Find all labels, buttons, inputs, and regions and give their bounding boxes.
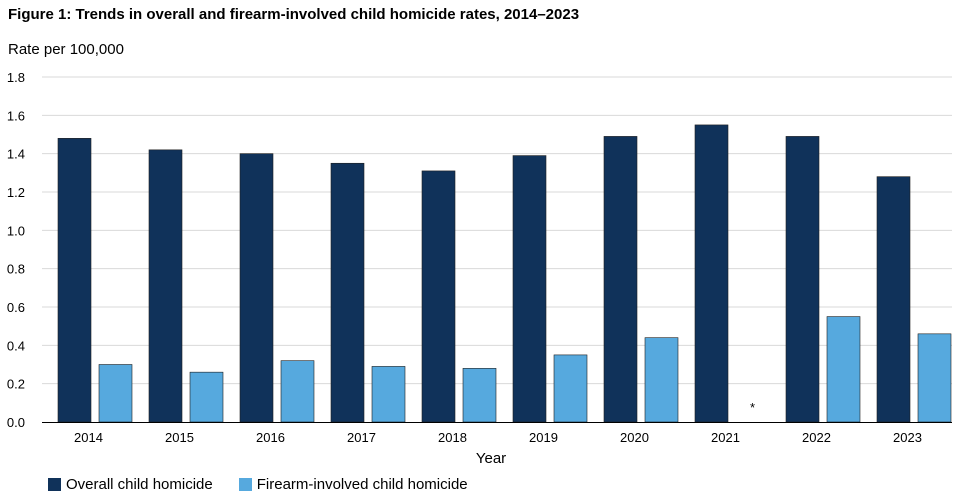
- y-tick-label: 0.6: [7, 300, 25, 315]
- legend-swatch-firearm: [238, 478, 252, 491]
- x-axis-ticks: 2014 2015 2016 2017 2018 2019 2020 2021 2022 2023: [74, 430, 922, 445]
- bar-overall: [421, 170, 456, 423]
- y-axis-ticks: 0.0 0.2 0.4 0.6 0.8 1.0 1.2 1.4 1.6 1.8: [7, 70, 25, 430]
- bar-overall: [239, 153, 274, 423]
- bar-overall: [694, 124, 729, 423]
- x-tick-label: 2015: [165, 430, 194, 445]
- x-axis-label: Year: [475, 450, 507, 467]
- bar-chart: 0.00.20.40.60.81.01.21.41.61.8 * 2014 201…: [7, 70, 952, 445]
- x-tick-label: 2023: [893, 430, 922, 445]
- bar-overall: [330, 162, 365, 423]
- bar-firearm: [371, 366, 406, 423]
- bar-firearm: [462, 368, 497, 423]
- legend-item-overall: Overall child homicide: [48, 476, 213, 493]
- bar-firearm: [189, 371, 224, 423]
- y-tick-label: 0.8: [7, 262, 25, 277]
- y-tick-label: 0.0: [7, 415, 25, 430]
- legend-label-overall: Overall child homicide: [66, 476, 213, 493]
- legend-item-firearm: Firearm-involved child homicide: [238, 476, 468, 493]
- y-tick-label: 0.2: [7, 377, 25, 392]
- x-tick-label: 2021: [711, 430, 740, 445]
- x-tick-label: 2014: [74, 430, 103, 445]
- bar-overall: [57, 138, 92, 423]
- x-tick-label: 2022: [802, 430, 831, 445]
- legend: Overall child homicide Firearm-involved …: [48, 476, 494, 493]
- bar-firearm: [553, 354, 588, 423]
- bar-firearm: [826, 316, 861, 423]
- missing-data-marker: *: [750, 400, 755, 415]
- x-tick-label: 2019: [529, 430, 558, 445]
- x-tick-label: 2017: [347, 430, 376, 445]
- x-tick-label: 2016: [256, 430, 285, 445]
- bar-firearm: [917, 333, 952, 423]
- y-tick-label: 1.4: [7, 147, 25, 162]
- bar-overall: [876, 176, 911, 423]
- legend-swatch-overall: [48, 478, 61, 491]
- bar-overall: [148, 149, 183, 423]
- bar-overall: [785, 136, 820, 423]
- y-tick-label: 1.8: [7, 70, 25, 85]
- bar-overall: [603, 136, 638, 423]
- y-tick-label: 0.4: [7, 338, 25, 353]
- x-tick-label: 2018: [438, 430, 467, 445]
- bar-firearm: [280, 360, 315, 423]
- bar-firearm: [98, 364, 133, 423]
- y-axis-label: Rate per 100,000: [8, 41, 124, 58]
- y-tick-label: 1.0: [7, 223, 25, 238]
- bar-overall: [512, 155, 547, 423]
- x-tick-label: 2020: [620, 430, 649, 445]
- y-tick-label: 1.6: [7, 108, 25, 123]
- bar-firearm: [644, 337, 679, 423]
- y-tick-label: 1.2: [7, 185, 25, 200]
- bars: *: [57, 124, 952, 423]
- chart-title: Figure 1: Trends in overall and firearm-…: [8, 6, 580, 23]
- legend-label-firearm: Firearm-involved child homicide: [256, 476, 468, 493]
